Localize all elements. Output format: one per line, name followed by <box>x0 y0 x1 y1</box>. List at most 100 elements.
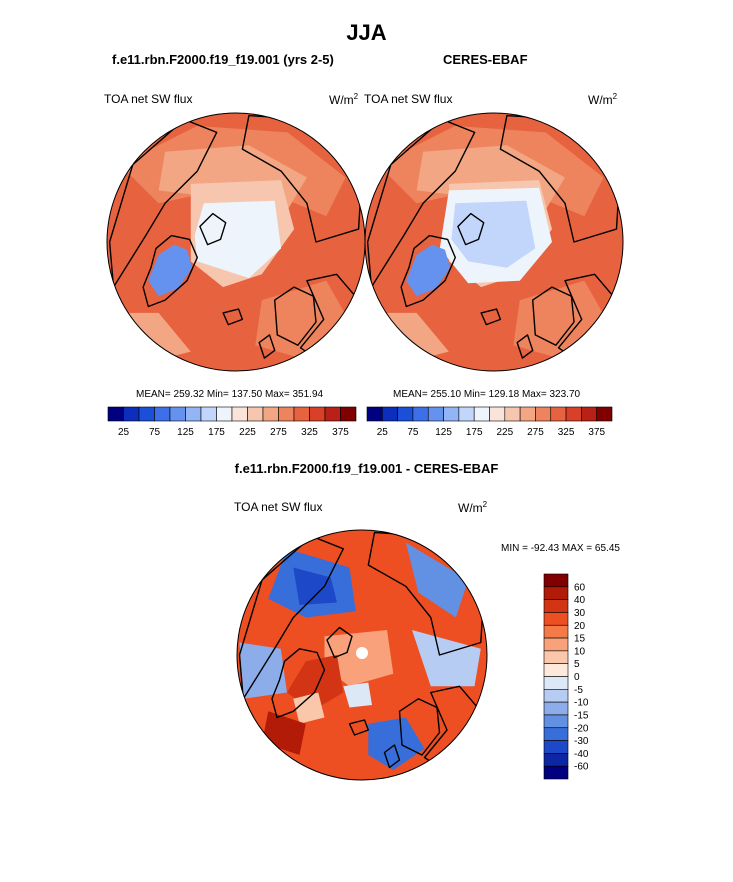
model-colorbar-swatch-6 <box>200 406 217 422</box>
diff-colorbar-tick-label: 40 <box>574 595 586 606</box>
model-colorbar-tick-label: 25 <box>118 427 130 438</box>
obs-colorbar-tick-label: 175 <box>466 427 483 438</box>
obs-colorbar-swatch-9 <box>504 406 521 422</box>
diff-colorbar-tick-label: 60 <box>574 582 586 593</box>
obs-colorbar-tick-label: 225 <box>496 427 513 438</box>
diff-colorbar-tick-label: -60 <box>574 762 589 773</box>
diff-colorbar-tick-label: -40 <box>574 749 589 760</box>
diff-polar-map-region-10 <box>343 682 372 708</box>
diff-colorbar-swatch-9 <box>543 689 569 703</box>
diff-colorbar-tick-label: -20 <box>574 723 589 734</box>
obs-colorbar-swatch-8 <box>489 406 506 422</box>
diff-polar-map-region-4 <box>412 630 481 687</box>
diff-colorbar-swatch-11 <box>543 714 569 729</box>
diff-colorbar-swatch-0 <box>543 573 569 588</box>
model-polar-map-coast-uk <box>258 334 276 359</box>
obs-units-label: W/m2 <box>588 92 618 107</box>
diff-colorbar-tick-label: -10 <box>574 698 589 709</box>
model-colorbar-tick-label: 275 <box>270 427 287 438</box>
model-colorbar-tick-label: 175 <box>208 427 225 438</box>
diff-colorbar-tick-label: 5 <box>574 659 580 670</box>
diff-polar-map-border <box>236 529 488 781</box>
obs-polar-map-border <box>364 112 624 372</box>
diff-title-label: f.e11.rbn.F2000.f19_f19.001 - CERES-EBAF <box>234 461 499 476</box>
obs-stats-label: MEAN= 255.10 Min= 129.18 Max= 323.70 <box>393 389 581 400</box>
model-colorbar-swatch-2 <box>138 406 155 422</box>
diff-colorbar-tick-label: 10 <box>574 646 586 657</box>
model-colorbar-swatch-9 <box>247 406 264 422</box>
obs-colorbar-tick-label: 125 <box>435 427 452 438</box>
diff-polar-map-region-2 <box>293 567 337 605</box>
obs-colorbar-swatch-0 <box>366 406 383 422</box>
model-colorbar-swatch-4 <box>169 406 186 422</box>
obs-colorbar-swatch-1 <box>382 406 398 422</box>
obs-colorbar-swatch-10 <box>519 406 536 422</box>
diff-polar-map-coast-greenland <box>271 648 326 719</box>
diff-polar-map-coast-arcticIslands <box>326 626 353 659</box>
obs-colorbar-swatch-13 <box>565 406 582 422</box>
diff-colorbar-swatch-15 <box>543 765 569 780</box>
model-variable-label: TOA net SW flux <box>104 92 193 106</box>
model-polar-map-field <box>107 113 365 371</box>
obs-case-label: CERES-EBAF <box>443 52 528 67</box>
obs-colorbar-swatch-15 <box>596 406 613 422</box>
obs-colorbar-swatch-5 <box>443 406 460 422</box>
diff-colorbar-tick-label: 30 <box>574 608 586 619</box>
obs-polar-map-field <box>365 113 623 371</box>
model-colorbar-swatch-0 <box>107 406 124 422</box>
model-colorbar-tick-label: 125 <box>177 427 194 438</box>
model-polar-map-region-7 <box>194 200 282 279</box>
obs-colorbar-swatch-6 <box>458 406 475 422</box>
model-colorbar-swatch-14 <box>324 406 341 422</box>
model-colorbar-tick-label: 325 <box>301 427 318 438</box>
diff-polar-map-region-7 <box>324 630 394 687</box>
model-colorbar-tick-label: 375 <box>332 427 349 438</box>
diff-colorbar-tick-label: 15 <box>574 634 586 645</box>
model-colorbar-tick-label: 225 <box>239 427 256 438</box>
diff-polar-map-region-9 <box>293 692 325 724</box>
model-units-label: W/m2 <box>329 92 359 107</box>
diff-colorbar-swatch-12 <box>543 727 569 741</box>
obs-colorbar-tick-label: 25 <box>377 427 389 438</box>
obs-colorbar-swatch-4 <box>427 406 444 422</box>
diff-pole-cap <box>356 647 368 659</box>
obs-colorbar-swatch-14 <box>581 406 597 422</box>
diff-polar-map-coast-iceland <box>348 719 369 736</box>
diff-colorbar-swatch-10 <box>543 701 569 716</box>
obs-polar-map-coast-canada <box>366 118 476 288</box>
model-colorbar-swatch-5 <box>185 406 202 422</box>
diff-colorbar-swatch-6 <box>543 650 569 664</box>
obs-polar-map-region-7 <box>451 200 536 268</box>
obs-polar-map-region-8 <box>406 244 451 297</box>
diff-colorbar-swatch-4 <box>543 624 569 639</box>
model-colorbar-tick-label: 75 <box>149 427 161 438</box>
diff-polar-map-region-6 <box>239 642 287 699</box>
diff-colorbar-tick-label: -5 <box>574 685 583 696</box>
diff-polar-map-field <box>237 530 487 780</box>
model-colorbar-swatch-7 <box>216 406 233 422</box>
page-title: JJA <box>346 20 387 45</box>
obs-polar-map-coast-iceland <box>480 308 502 326</box>
diff-colorbar-swatch-14 <box>543 753 569 767</box>
diff-colorbar-swatch-2 <box>543 599 569 613</box>
model-polar-map-coast-iceland <box>222 308 244 326</box>
model-stats-label: MEAN= 259.32 Min= 137.50 Max= 351.94 <box>136 389 324 400</box>
model-colorbar-swatch-13 <box>309 406 326 422</box>
model-polar-map-coast-canada <box>108 118 218 288</box>
model-colorbar-swatch-3 <box>154 406 171 422</box>
obs-colorbar-tick-label: 275 <box>527 427 544 438</box>
obs-colorbar-tick-label: 75 <box>407 427 419 438</box>
model-polar-map-coast-arcticIslands <box>199 212 227 246</box>
obs-colorbar-swatch-11 <box>535 406 552 422</box>
obs-polar-map-coast-uk <box>516 334 534 359</box>
diff-colorbar-swatch-7 <box>543 663 569 677</box>
diff-colorbar-swatch-1 <box>543 586 569 600</box>
diff-polar-map-coast-canada <box>238 535 344 700</box>
obs-polar-map-coast-scandinavia <box>532 286 575 346</box>
model-polar-map-coast-scandinavia <box>274 286 317 346</box>
diff-colorbar-swatch-5 <box>543 637 569 652</box>
diff-polar-map-coast-scandinavia <box>398 698 441 756</box>
obs-colorbar-swatch-2 <box>397 406 414 422</box>
diff-polar-map-region-3 <box>405 542 469 618</box>
